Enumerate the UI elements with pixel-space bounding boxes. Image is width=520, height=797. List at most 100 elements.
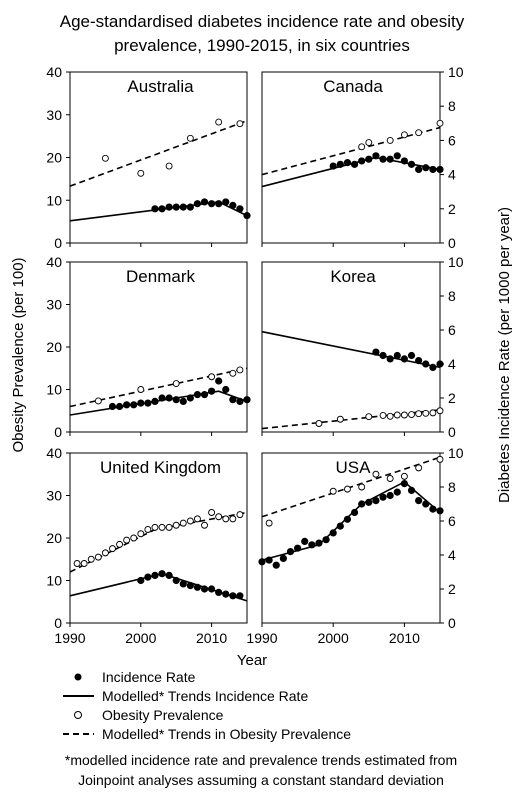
y-axis-left-title: Obesity Prevalence (per 100)	[10, 257, 27, 452]
obesity-point	[137, 386, 145, 393]
x-tick-label: 1990	[246, 630, 277, 646]
incidence-point	[336, 522, 344, 530]
panel-title-usa: USA	[336, 458, 372, 477]
obesity-point	[236, 120, 244, 128]
obesity-point	[236, 511, 244, 519]
obesity-point	[229, 369, 237, 377]
legend-label-model-incidence: Modelled* Trends Incidence Rate	[102, 688, 308, 704]
incidence-point	[222, 590, 230, 598]
obesity-point	[201, 521, 208, 529]
incidence-point	[258, 558, 266, 566]
incidence-point	[422, 500, 430, 508]
incidence-point	[358, 157, 366, 165]
panel-title-australia: Australia	[127, 77, 194, 96]
obesity-point	[358, 143, 366, 151]
x-tick-label: 2010	[389, 630, 420, 646]
incidence-point	[429, 363, 437, 371]
y-tick-left-label: 10	[46, 573, 62, 589]
legend: Incidence Rate Modelled* Trends Incidenc…	[63, 669, 351, 742]
obesity-point	[415, 129, 423, 137]
trend-line-incidence-united-kingdom	[69, 572, 248, 602]
chart-title-line-2: prevalence, 1990-2015, in six countries	[114, 36, 410, 55]
obesity-point	[379, 411, 387, 419]
y-tick-right-label: 6	[448, 322, 456, 338]
panel-united-kingdom: United Kingdom 0 10 20 30 40 1990 2000 2010	[46, 445, 248, 646]
legend-marker-obesity	[74, 711, 82, 719]
obesity-point	[365, 413, 373, 421]
incidence-point	[436, 360, 444, 368]
obesity-point	[208, 509, 216, 516]
incidence-point	[165, 571, 173, 580]
obesity-point	[336, 415, 344, 423]
obesity-point	[208, 373, 216, 381]
incidence-point	[422, 164, 430, 172]
panel-frame-united-kingdom	[69, 452, 248, 624]
incidence-point	[429, 165, 437, 174]
incidence-point	[343, 159, 352, 167]
incidence-point	[179, 203, 187, 211]
y-tick-right-label: 0	[448, 235, 456, 251]
incidence-point	[365, 155, 373, 163]
obesity-point	[400, 411, 408, 419]
incidence-point	[400, 480, 408, 488]
y-tick-left-label: 10	[46, 192, 62, 208]
obesity-point	[80, 560, 88, 567]
obesity-point	[116, 540, 124, 548]
obesity-point	[172, 380, 180, 387]
incidence-point	[429, 505, 437, 513]
obesity-point	[365, 139, 373, 146]
incidence-point	[350, 508, 359, 517]
incidence-point	[165, 394, 173, 402]
incidence-point	[179, 580, 187, 588]
y-tick-left-label: 30	[46, 107, 62, 123]
obesity-point	[186, 517, 194, 525]
incidence-point	[208, 200, 216, 208]
incidence-point	[158, 570, 166, 578]
incidence-point	[144, 573, 152, 581]
obesity-point	[101, 549, 109, 557]
incidence-point	[415, 165, 423, 174]
incidence-point	[236, 592, 244, 600]
obesity-point	[215, 513, 223, 521]
obesity-point	[172, 521, 180, 529]
y-tick-right-label: 4	[448, 547, 456, 563]
incidence-point	[108, 402, 117, 411]
obesity-point	[358, 483, 366, 491]
obesity-point	[400, 472, 408, 480]
obesity-point	[222, 515, 230, 523]
x-tick-label: 2000	[318, 630, 349, 646]
incidence-point	[422, 360, 430, 368]
y-tick-left-label: 0	[54, 235, 62, 251]
obesity-point	[94, 553, 102, 561]
obesity-point	[436, 119, 444, 127]
obesity-point	[151, 523, 159, 531]
incidence-point	[158, 205, 166, 213]
incidence-point	[151, 205, 159, 213]
obesity-point	[186, 134, 194, 142]
incidence-point	[172, 396, 180, 404]
incidence-point	[301, 537, 309, 546]
y-tick-left-label: 20	[46, 530, 62, 546]
incidence-point	[343, 515, 352, 523]
panel-title-korea: Korea	[330, 267, 376, 286]
y-tick-right-label: 8	[448, 98, 456, 114]
incidence-point	[372, 497, 380, 505]
incidence-point	[151, 571, 159, 580]
obesity-point	[329, 487, 337, 495]
obesity-point	[123, 536, 131, 544]
incidence-point	[222, 385, 230, 394]
y-tick-left-label: 40	[46, 445, 62, 461]
incidence-point	[137, 576, 145, 585]
y-tick-right-label: 4	[448, 356, 456, 372]
incidence-point	[200, 585, 209, 593]
obesity-point	[73, 560, 81, 567]
y-tick-left-label: 20	[46, 339, 62, 355]
incidence-point	[236, 205, 244, 213]
incidence-point	[436, 165, 444, 174]
incidence-point	[179, 397, 187, 405]
panel-title-united-kingdom: United Kingdom	[100, 458, 221, 477]
incidence-point	[322, 536, 330, 544]
incidence-point	[372, 348, 380, 356]
incidence-point	[158, 394, 166, 402]
